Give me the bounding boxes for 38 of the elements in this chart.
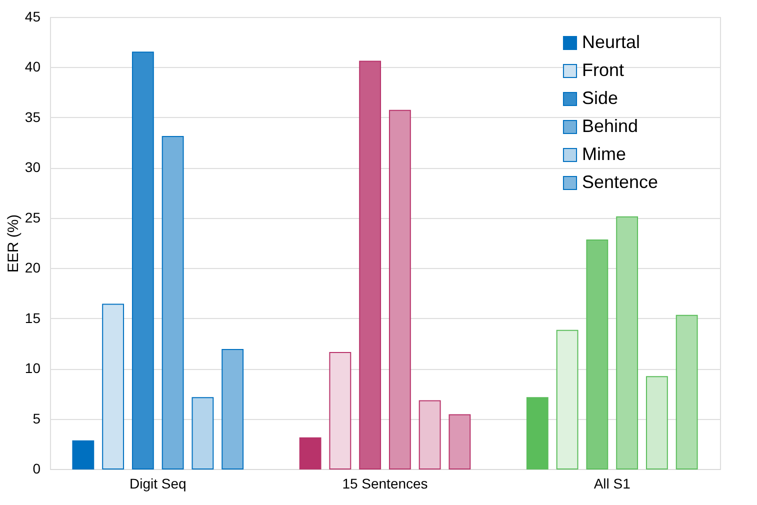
y-tick-label: 15 xyxy=(24,310,41,326)
bar xyxy=(132,52,154,470)
bar xyxy=(586,239,608,470)
y-tick-label: 40 xyxy=(24,58,41,75)
bar xyxy=(102,304,124,470)
y-tick-label: 35 xyxy=(24,108,41,125)
bar xyxy=(192,397,214,470)
bar xyxy=(72,440,94,470)
x-tick-label: 15 Sentences xyxy=(342,476,428,492)
bar xyxy=(616,216,638,470)
y-tick-label: 5 xyxy=(32,410,41,426)
y-tick-label: 0 xyxy=(32,460,41,476)
bar xyxy=(329,352,352,470)
bar xyxy=(299,437,322,470)
legend-label: Behind xyxy=(582,116,638,136)
bar xyxy=(222,348,244,470)
x-tick-label: Digit Seq xyxy=(129,476,186,492)
y-tick-label: 20 xyxy=(24,260,41,276)
y-tick-label: 10 xyxy=(24,360,41,376)
bar xyxy=(676,314,698,470)
legend-label: Front xyxy=(582,60,624,80)
y-tick-label: 25 xyxy=(24,209,41,226)
y-axis-title: EER (%) xyxy=(4,214,22,273)
legend-label: Mime xyxy=(582,144,626,164)
y-tick-label: 45 xyxy=(24,8,41,24)
bar xyxy=(418,400,441,470)
legend-label: Sentence xyxy=(582,172,658,192)
bar xyxy=(526,397,548,470)
bar xyxy=(646,376,668,470)
bar xyxy=(162,136,184,470)
legend-label: Neurtal xyxy=(582,32,640,52)
x-tick-label: All S1 xyxy=(594,476,631,492)
legend-label: Side xyxy=(582,88,618,108)
bar xyxy=(556,330,578,470)
bar xyxy=(388,110,411,470)
y-tick-label: 30 xyxy=(24,159,41,176)
bar xyxy=(359,60,382,470)
bar xyxy=(448,414,471,470)
